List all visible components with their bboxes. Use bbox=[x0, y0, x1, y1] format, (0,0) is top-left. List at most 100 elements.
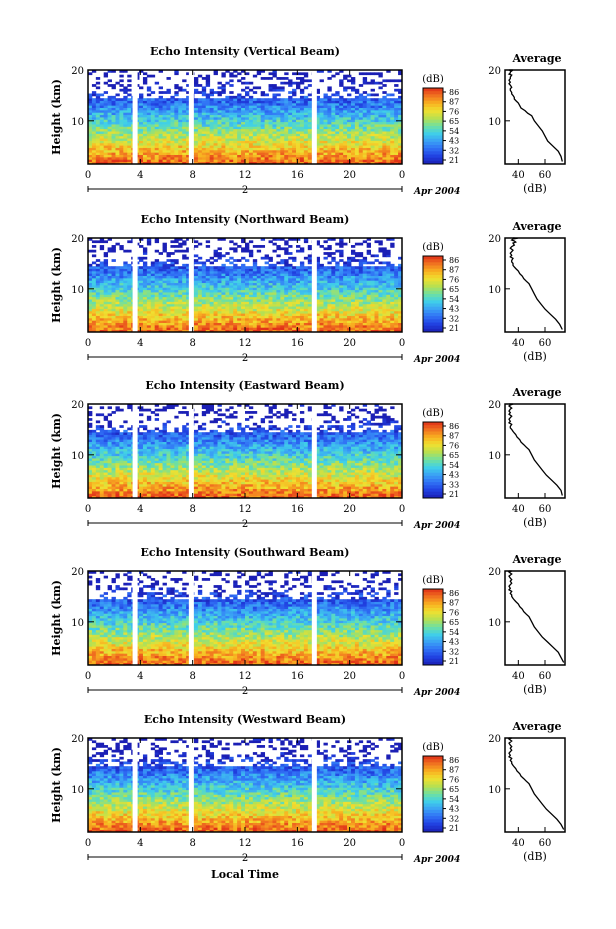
heatmap-cell bbox=[162, 102, 167, 106]
heatmap-cell bbox=[307, 84, 313, 87]
heatmap-cell bbox=[146, 135, 152, 139]
heatmap-cell bbox=[327, 88, 332, 92]
heatmap-cell bbox=[374, 102, 379, 106]
heatmap-cell bbox=[276, 121, 281, 125]
heatmap-cell bbox=[386, 102, 391, 106]
heatmap-cell bbox=[327, 294, 332, 298]
heatmap-cell bbox=[237, 124, 242, 127]
heatmap-cell bbox=[103, 266, 109, 269]
heatmap-cell bbox=[229, 310, 234, 314]
heatmap-cell bbox=[119, 119, 124, 123]
heatmap-cell bbox=[139, 301, 144, 305]
heatmap-cell bbox=[237, 273, 242, 276]
heatmap-cell bbox=[119, 161, 124, 165]
heatmap-cell bbox=[154, 107, 160, 111]
heatmap-cell bbox=[358, 292, 364, 295]
heatmap-cell bbox=[209, 124, 215, 127]
heatmap-cell bbox=[335, 159, 340, 163]
heatmap-cell bbox=[276, 247, 281, 251]
heatmap-cell bbox=[362, 273, 368, 276]
heatmap-cell bbox=[119, 105, 124, 108]
heatmap-cell bbox=[280, 296, 285, 300]
heatmap-cell bbox=[166, 88, 171, 92]
heatmap-cell bbox=[146, 126, 152, 130]
heatmap-cell bbox=[386, 159, 391, 163]
heatmap-cell bbox=[205, 147, 211, 151]
heatmap-cell bbox=[276, 313, 281, 316]
heatmap-cell bbox=[142, 100, 148, 104]
heatmap-cell bbox=[201, 105, 207, 108]
heatmap-cell bbox=[366, 126, 372, 130]
heatmap-cell bbox=[103, 128, 109, 132]
heatmap-cell bbox=[288, 324, 293, 328]
heatmap-cell bbox=[378, 105, 383, 108]
heatmap-cell bbox=[303, 102, 309, 106]
heatmap-cell bbox=[303, 329, 309, 333]
heatmap-cell bbox=[119, 98, 124, 101]
heatmap-cell bbox=[335, 128, 340, 132]
heatmap-cell bbox=[276, 128, 281, 132]
heatmap-cell bbox=[139, 114, 144, 118]
heatmap-cell bbox=[221, 315, 226, 319]
heatmap-cell bbox=[150, 114, 156, 118]
heatmap-cell bbox=[264, 112, 269, 116]
heatmap-cell bbox=[299, 109, 305, 113]
heatmap-cell bbox=[272, 161, 277, 165]
heatmap-cell bbox=[347, 100, 352, 104]
heatmap-cell bbox=[150, 121, 156, 125]
heatmap-cell bbox=[115, 149, 120, 153]
heatmap-cell bbox=[170, 320, 175, 323]
heatmap-cell bbox=[260, 102, 266, 106]
heatmap-cell bbox=[386, 98, 391, 101]
heatmap-cell bbox=[272, 142, 277, 146]
heatmap-cell bbox=[237, 292, 242, 295]
heatmap-cell bbox=[146, 270, 152, 274]
heatmap-cell bbox=[276, 299, 281, 302]
heatmap-cell bbox=[370, 320, 375, 323]
heatmap-cell bbox=[252, 303, 258, 307]
heatmap-cell bbox=[350, 259, 356, 262]
heatmap-cell bbox=[256, 131, 262, 134]
heatmap-cell bbox=[292, 98, 297, 101]
heatmap-cell bbox=[288, 315, 293, 319]
x-tick-label: 20 bbox=[343, 170, 356, 181]
heatmap-cell bbox=[398, 79, 403, 83]
heatmap-cell bbox=[327, 322, 332, 326]
heatmap-cell bbox=[292, 147, 297, 151]
heatmap-cell bbox=[284, 140, 289, 144]
heatmap-cell bbox=[241, 126, 246, 130]
heatmap-cell bbox=[225, 147, 230, 151]
heatmap-cell bbox=[241, 287, 246, 291]
heatmap-cell bbox=[233, 306, 238, 309]
heatmap-cell bbox=[88, 285, 93, 288]
heatmap-cell bbox=[327, 247, 332, 251]
heatmap-cell bbox=[213, 329, 218, 333]
heatmap-cell bbox=[366, 306, 372, 309]
heatmap-cell bbox=[119, 287, 124, 291]
heatmap-cell bbox=[107, 135, 112, 139]
heatmap-cell bbox=[150, 105, 156, 108]
heatmap-cell bbox=[182, 88, 187, 92]
heatmap-cell bbox=[292, 296, 297, 300]
heatmap-cell bbox=[99, 147, 105, 151]
heatmap-cell bbox=[139, 135, 144, 139]
heatmap-cell bbox=[186, 107, 191, 111]
heatmap-cell bbox=[186, 263, 191, 267]
heatmap-cell bbox=[347, 270, 352, 274]
heatmap-cell bbox=[158, 100, 163, 104]
heatmap-cell bbox=[225, 273, 230, 276]
heatmap-cell bbox=[178, 138, 183, 141]
heatmap-cell bbox=[288, 308, 293, 312]
heatmap-cell bbox=[378, 128, 383, 132]
heatmap-cell bbox=[146, 329, 152, 333]
heatmap-cell bbox=[284, 109, 289, 113]
heatmap-cell bbox=[213, 266, 218, 269]
profile-title: Average bbox=[511, 52, 561, 65]
heatmap-cell bbox=[91, 299, 97, 302]
heatmap-cell bbox=[276, 324, 281, 328]
heatmap-cell bbox=[197, 152, 203, 155]
heatmap-cell bbox=[201, 86, 207, 90]
heatmap-cell bbox=[248, 329, 254, 333]
heatmap-cell bbox=[115, 306, 120, 309]
heatmap-cell bbox=[288, 109, 293, 113]
